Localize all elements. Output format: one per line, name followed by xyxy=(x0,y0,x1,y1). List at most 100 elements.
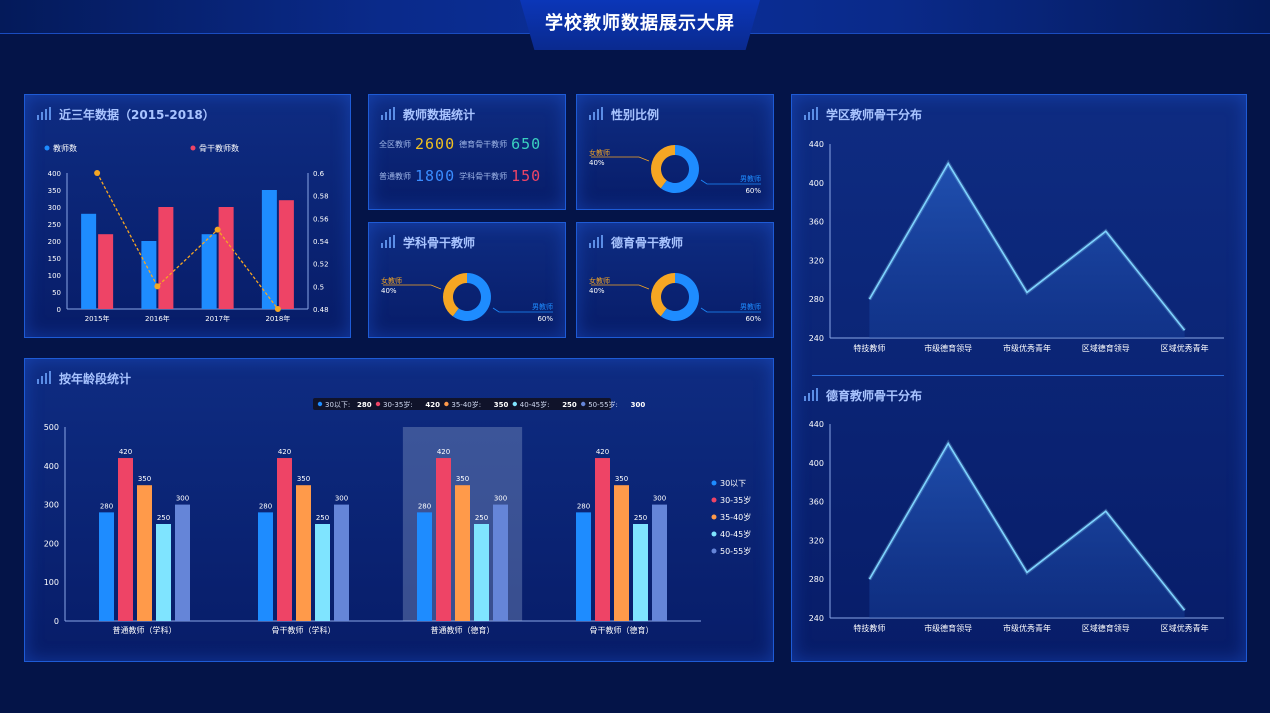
panel-header: 学区教师骨干分布 xyxy=(804,105,922,123)
y-tick-label: 200 xyxy=(44,539,59,548)
bar xyxy=(258,512,273,621)
donut-slice xyxy=(651,273,675,317)
y-right-tick-label: 0.48 xyxy=(313,306,329,314)
tooltip-value: 280 xyxy=(357,401,372,409)
bar xyxy=(576,512,591,621)
stat-row: 普通教师 1800 学科骨干教师 150 xyxy=(379,167,541,185)
x-tick-label: 区域优秀青年 xyxy=(1161,623,1209,633)
x-tick-label: 特技教师 xyxy=(853,343,885,353)
bar xyxy=(417,512,432,621)
panel-header: 德育教师骨干分布 xyxy=(804,386,922,404)
x-tick-label: 2016年 xyxy=(145,314,170,323)
slice-value-label: 60% xyxy=(745,315,761,323)
slice-name-label: 女教师 xyxy=(589,148,610,157)
panel-gender: 性别比例 女教师 40% 男教师 60% xyxy=(576,94,774,210)
district-area-chart: 240 280 320 360 400 440 特技教师 市级德育领导 市级优秀青年 区域德育领导… xyxy=(809,140,1224,353)
x-tick-label: 区域德育领导 xyxy=(1082,623,1130,633)
stat-label: 普通教师 xyxy=(379,171,411,181)
x-tick-label: 骨干教师（德育） xyxy=(590,625,654,635)
y-tick-label: 360 xyxy=(809,498,824,507)
legend-marker xyxy=(711,548,717,554)
panel-title: 近三年数据（2015-2018） xyxy=(59,107,215,122)
x-tick-label: 2017年 xyxy=(205,314,230,323)
leader-line xyxy=(700,307,761,313)
x-tick-label: 普通教师（学科） xyxy=(113,625,177,635)
bar xyxy=(652,504,667,621)
slice-value-label: 60% xyxy=(745,187,761,195)
panel-moral-backbone: 德育骨干教师 女教师 40% 男教师 60% xyxy=(576,222,774,338)
data-label: 420 xyxy=(596,448,609,456)
panel-header: 近三年数据（2015-2018） xyxy=(37,105,215,123)
legend-label: 40-45岁 xyxy=(720,529,751,539)
age-bar-chart: 30以下: 280 30-35岁: 420 35-40岁: 350 40-45岁: 250 50… xyxy=(44,398,751,635)
y-tick-label: 150 xyxy=(48,255,61,263)
panel-subject-backbone: 学科骨干教师 女教师 40% 男教师 60% xyxy=(368,222,566,338)
data-label: 350 xyxy=(297,475,310,483)
signal-bars-icon xyxy=(804,107,818,120)
signal-bars-icon xyxy=(37,107,51,120)
stat-row: 全区教师 2600 德育骨干教师 650 xyxy=(379,135,541,153)
y-tick-label: 400 xyxy=(809,459,824,468)
x-tick-label: 区域德育领导 xyxy=(1082,343,1130,353)
slice-value-label: 40% xyxy=(589,159,605,167)
x-tick-label: 2015年 xyxy=(85,314,110,323)
bar xyxy=(141,241,157,309)
panel-title: 德育骨干教师 xyxy=(611,235,684,250)
x-tick-label: 市级德育领导 xyxy=(924,343,972,353)
data-label: 250 xyxy=(634,514,647,522)
y-tick-label: 200 xyxy=(48,238,61,246)
panel-age: 按年龄段统计 30以下: 280 30-35岁: 420 35-40岁: 350 40-45… xyxy=(24,358,774,662)
stat-value: 150 xyxy=(511,167,542,185)
tooltip-marker xyxy=(317,401,323,407)
y-tick-label: 320 xyxy=(809,536,824,545)
panel-header: 学科骨干教师 xyxy=(381,233,475,251)
tooltip-value: 350 xyxy=(494,401,509,409)
slice-name-label: 男教师 xyxy=(740,302,761,311)
tooltip-value: 250 xyxy=(562,401,577,409)
stat-value: 2600 xyxy=(415,135,456,153)
bar xyxy=(218,207,234,309)
leader-line xyxy=(492,307,553,313)
x-tick-label: 特技教师 xyxy=(853,623,885,633)
signal-bars-icon xyxy=(589,107,603,120)
y-tick-label: 500 xyxy=(44,423,59,432)
data-label: 350 xyxy=(138,475,151,483)
y-tick-label: 50 xyxy=(52,289,61,297)
slice-name-label: 女教师 xyxy=(381,276,402,285)
area-fill xyxy=(869,443,1185,618)
bar xyxy=(278,200,294,309)
signal-bars-icon xyxy=(589,235,603,248)
legend-marker xyxy=(711,514,717,520)
y-right-tick-label: 0.52 xyxy=(313,261,329,269)
legend-marker xyxy=(711,480,717,486)
bar xyxy=(156,524,171,621)
tooltip-marker xyxy=(375,401,381,407)
panel-three-year: 近三年数据（2015-2018） 教师数 骨干教师数 0 50 100 150 200 250… xyxy=(24,94,351,338)
tooltip-label: 30-35岁: xyxy=(383,400,413,409)
data-label: 280 xyxy=(259,502,272,510)
donut-slice xyxy=(651,145,675,189)
y-tick-label: 100 xyxy=(44,578,59,587)
x-tick-label: 2018年 xyxy=(265,314,290,323)
tooltip-value: 420 xyxy=(425,401,440,409)
bar xyxy=(315,524,330,621)
slice-name-label: 女教师 xyxy=(589,276,610,285)
area-line xyxy=(868,441,1186,611)
y-tick-label: 440 xyxy=(809,140,824,149)
signal-bars-icon xyxy=(381,107,395,120)
bar xyxy=(99,512,114,621)
signal-bars-icon xyxy=(804,388,818,401)
bar xyxy=(98,234,114,309)
panel-distribution: 学区教师骨干分布 240 280 320 360 400 440 特技教师 市级德育领导 市级优… xyxy=(791,94,1247,662)
y-tick-label: 300 xyxy=(48,204,61,212)
stat-label: 全区教师 xyxy=(379,139,411,149)
x-tick-label: 市级优秀青年 xyxy=(1003,343,1051,353)
panel-title: 性别比例 xyxy=(611,107,660,122)
donut-slice xyxy=(660,145,699,193)
data-label: 250 xyxy=(475,514,488,522)
three-year-chart: 教师数 骨干教师数 0 50 100 150 200 250 300 350 400 0.48 0.5 0… xyxy=(44,143,329,323)
bar xyxy=(175,504,190,621)
data-label: 280 xyxy=(100,502,113,510)
tooltip-box xyxy=(313,398,611,410)
donut-slice xyxy=(452,273,491,321)
